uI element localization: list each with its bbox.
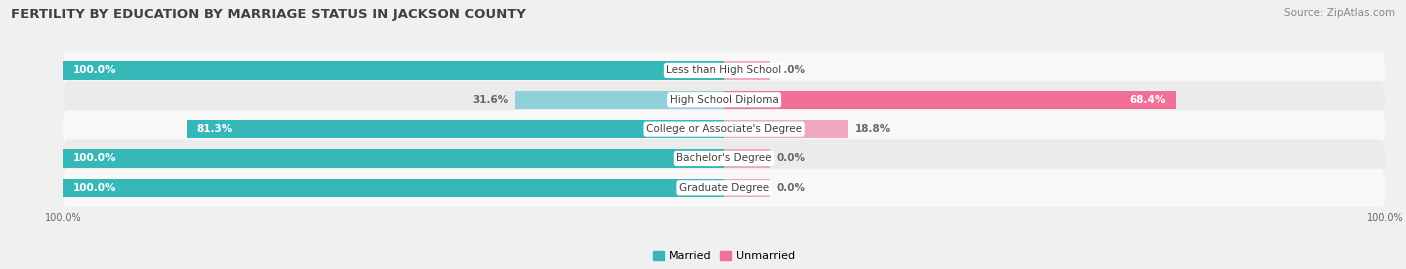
Text: Less than High School: Less than High School bbox=[666, 65, 782, 75]
Text: 18.8%: 18.8% bbox=[855, 124, 891, 134]
Bar bbox=[63, 179, 724, 197]
Bar bbox=[724, 91, 1175, 109]
Text: 0.0%: 0.0% bbox=[778, 183, 806, 193]
Legend: Married, Unmarried: Married, Unmarried bbox=[648, 246, 800, 266]
Text: 81.3%: 81.3% bbox=[197, 124, 233, 134]
FancyBboxPatch shape bbox=[63, 81, 1385, 119]
Text: College or Associate's Degree: College or Associate's Degree bbox=[647, 124, 801, 134]
Bar bbox=[724, 61, 770, 80]
Text: Source: ZipAtlas.com: Source: ZipAtlas.com bbox=[1284, 8, 1395, 18]
Bar bbox=[724, 179, 770, 197]
Text: 100.0%: 100.0% bbox=[73, 154, 117, 164]
FancyBboxPatch shape bbox=[63, 110, 1385, 148]
Bar bbox=[724, 120, 848, 138]
FancyBboxPatch shape bbox=[63, 139, 1385, 178]
Text: Graduate Degree: Graduate Degree bbox=[679, 183, 769, 193]
Bar bbox=[63, 61, 724, 80]
Text: 0.0%: 0.0% bbox=[778, 65, 806, 75]
FancyBboxPatch shape bbox=[63, 51, 1385, 90]
Bar bbox=[187, 120, 724, 138]
Text: 0.0%: 0.0% bbox=[778, 154, 806, 164]
Text: FERTILITY BY EDUCATION BY MARRIAGE STATUS IN JACKSON COUNTY: FERTILITY BY EDUCATION BY MARRIAGE STATU… bbox=[11, 8, 526, 21]
Text: 68.4%: 68.4% bbox=[1130, 95, 1166, 105]
Text: 100.0%: 100.0% bbox=[73, 65, 117, 75]
Bar bbox=[63, 149, 724, 168]
Text: Bachelor's Degree: Bachelor's Degree bbox=[676, 154, 772, 164]
Text: High School Diploma: High School Diploma bbox=[669, 95, 779, 105]
Text: 100.0%: 100.0% bbox=[73, 183, 117, 193]
Bar bbox=[515, 91, 724, 109]
FancyBboxPatch shape bbox=[63, 169, 1385, 207]
Bar bbox=[724, 149, 770, 168]
Text: 31.6%: 31.6% bbox=[472, 95, 509, 105]
